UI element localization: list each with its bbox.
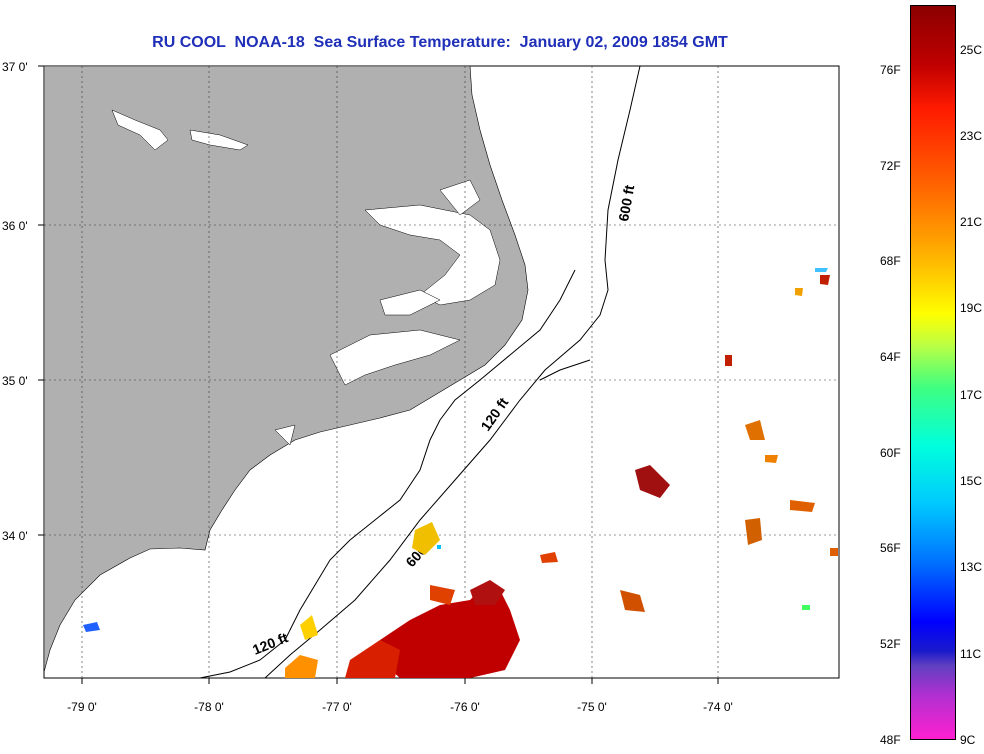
axis-ticks [38,65,719,684]
lat-label-37: 37 0' [2,60,28,74]
colorbar-label-21c: 21C [960,215,983,229]
colorbar-label-25c: 25C [960,43,983,57]
inland-water [111,109,501,446]
lat-label-34: 34 0' [2,529,28,543]
lat-label-35: 35 0' [2,374,28,388]
lon-label-78: -78 0' [194,700,224,714]
lon-label-77: -77 0' [322,700,352,714]
colorbar-label-56f: 56F [880,541,901,555]
colorbar-label-48f: 48F [880,733,901,747]
map-title: RU COOL NOAA-18 Sea Surface Temperature:… [152,34,728,51]
lon-label-76: -76 0' [450,700,480,714]
colorbar-label-17c: 17C [960,388,983,402]
lon-label-75: -75 0' [577,700,607,714]
colorbar-label-19c: 19C [960,301,983,315]
colorbar-label-9c: 9C [960,733,976,747]
lat-label-36: 36 0' [2,219,28,233]
colorbar-label-52f: 52F [880,637,901,651]
colorbar-label-64f: 64F [880,350,901,364]
lon-label-74: -74 0' [703,700,733,714]
colorbar-label-15c: 15C [960,474,983,488]
colorbar-label-60f: 60F [880,446,901,460]
isobath-label-600-north: 600 ft [615,183,637,222]
colorbar-label-76f: 76F [880,63,901,77]
lon-label-79: -79 0' [67,700,97,714]
temperature-colorbar [910,5,956,740]
isobath-120ft [199,269,576,679]
isobaths [199,65,641,679]
colorbar-label-11c: 11C [960,647,982,661]
graticule [44,66,839,678]
sst-data-patches [83,268,838,678]
isobath-600ft [264,65,641,679]
colorbar-label-72f: 72F [880,159,901,173]
colorbar-label-13c: 13C [960,560,983,574]
colorbar-label-68f: 68F [880,254,901,268]
colorbar-label-23c: 23C [960,129,983,143]
